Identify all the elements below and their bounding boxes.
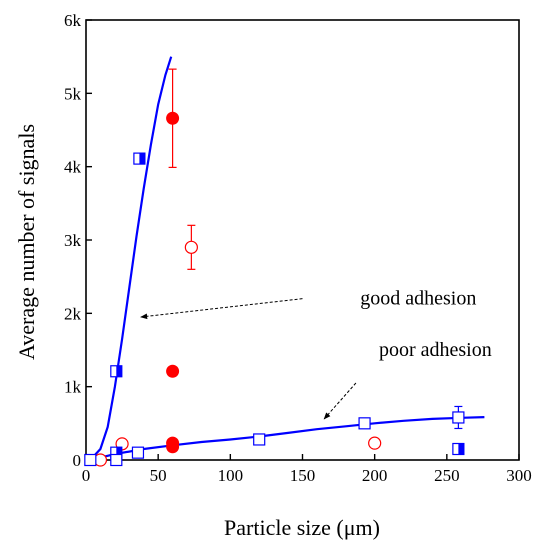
x-tick-label: 300 [506, 466, 532, 485]
data-point [110, 453, 123, 467]
y-tick-label: 1k [64, 378, 82, 397]
x-axis-title: Particle size (μm) [224, 515, 380, 540]
plot-area: 0 50 100 150 200 250 300 0 1k 2k 3k 4k 5k 6k good adhe… [64, 11, 532, 485]
x-tick-label: 150 [290, 466, 316, 485]
x-tick-label: 250 [434, 466, 460, 485]
data-point [358, 417, 371, 430]
data-point [131, 446, 145, 459]
fit-curve-1 [89, 56, 173, 461]
data-point [166, 364, 180, 378]
x-tick-label: 200 [362, 466, 388, 485]
data-point-fill [116, 447, 122, 459]
y-tick-label: 6k [64, 11, 82, 30]
y-tick-label: 0 [73, 451, 82, 470]
y-tick-label: 5k [64, 84, 82, 103]
x-tick-label: 100 [218, 466, 244, 485]
data-point-fill [458, 443, 464, 455]
data-point [166, 111, 180, 125]
y-axis-title: Average number of signals [14, 124, 39, 360]
fit-curve-2 [90, 416, 485, 462]
data-point [253, 433, 266, 446]
annotation-arrow [140, 298, 303, 320]
x-tick-label: 0 [82, 466, 91, 485]
data-point [84, 453, 97, 467]
plot-frame [85, 19, 520, 461]
y-tick-label: 4k [64, 158, 82, 177]
x-tick-label: 50 [150, 466, 167, 485]
annotation-arrow [323, 382, 357, 420]
data-point-fill [139, 153, 145, 165]
y-tick-label: 3k [64, 231, 82, 250]
data-point [368, 436, 382, 450]
annotation-label: good adhesion [360, 288, 476, 310]
y-tick-label: 2k [64, 304, 82, 323]
annotation-label: poor adhesion [379, 339, 492, 361]
data-point-fill [116, 365, 122, 377]
data-point [166, 440, 180, 454]
data-point [452, 411, 465, 424]
data-point [184, 240, 198, 254]
